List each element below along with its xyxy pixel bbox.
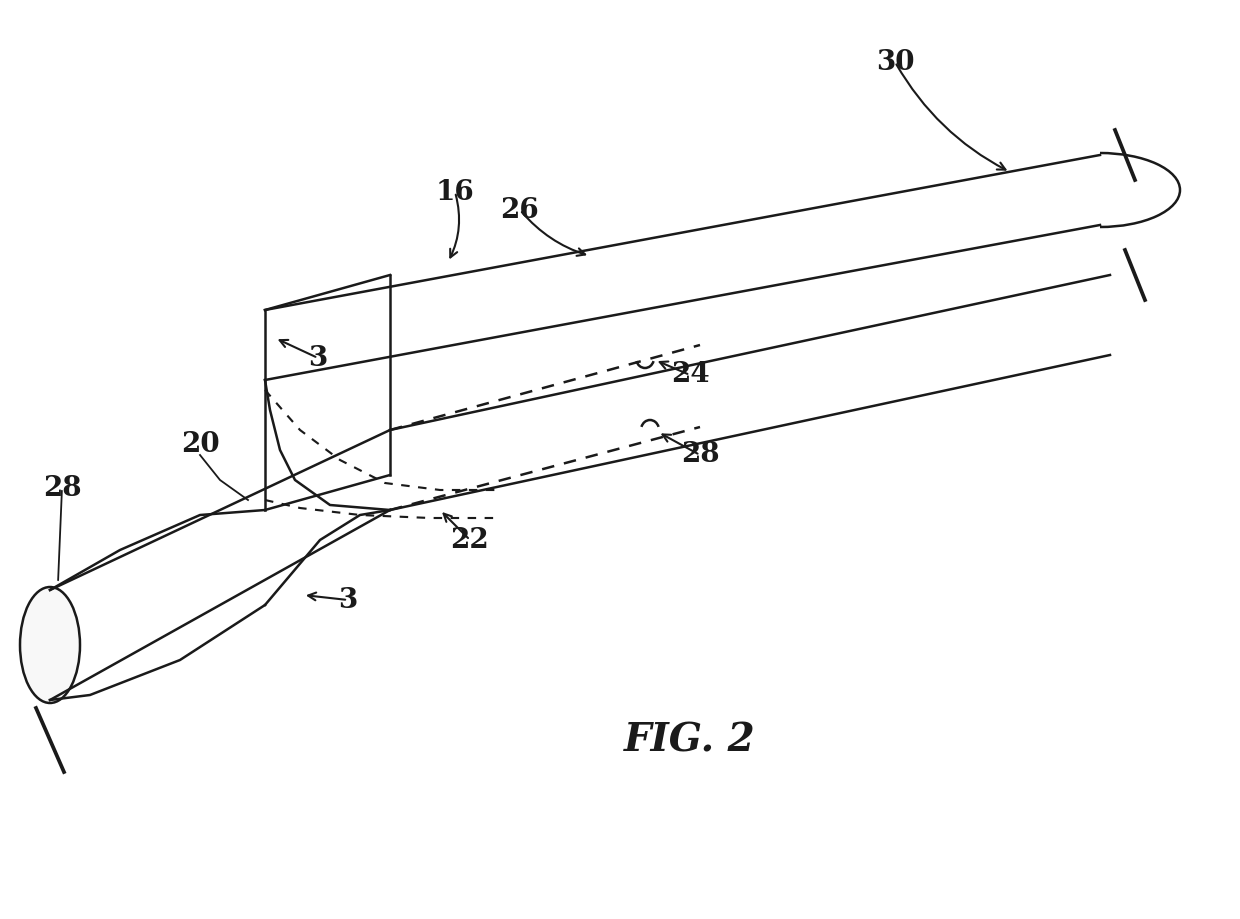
Text: 28: 28 <box>681 441 719 469</box>
Text: 24: 24 <box>671 361 709 389</box>
Text: 16: 16 <box>435 178 475 206</box>
Text: FIG. 2: FIG. 2 <box>624 721 756 759</box>
Text: 26: 26 <box>501 197 539 223</box>
Ellipse shape <box>20 587 81 703</box>
Text: 30: 30 <box>875 49 914 75</box>
Text: 28: 28 <box>42 474 82 502</box>
Text: 20: 20 <box>181 432 219 459</box>
Text: 3: 3 <box>339 586 357 614</box>
Text: 3: 3 <box>309 345 327 371</box>
Text: 22: 22 <box>450 527 490 553</box>
